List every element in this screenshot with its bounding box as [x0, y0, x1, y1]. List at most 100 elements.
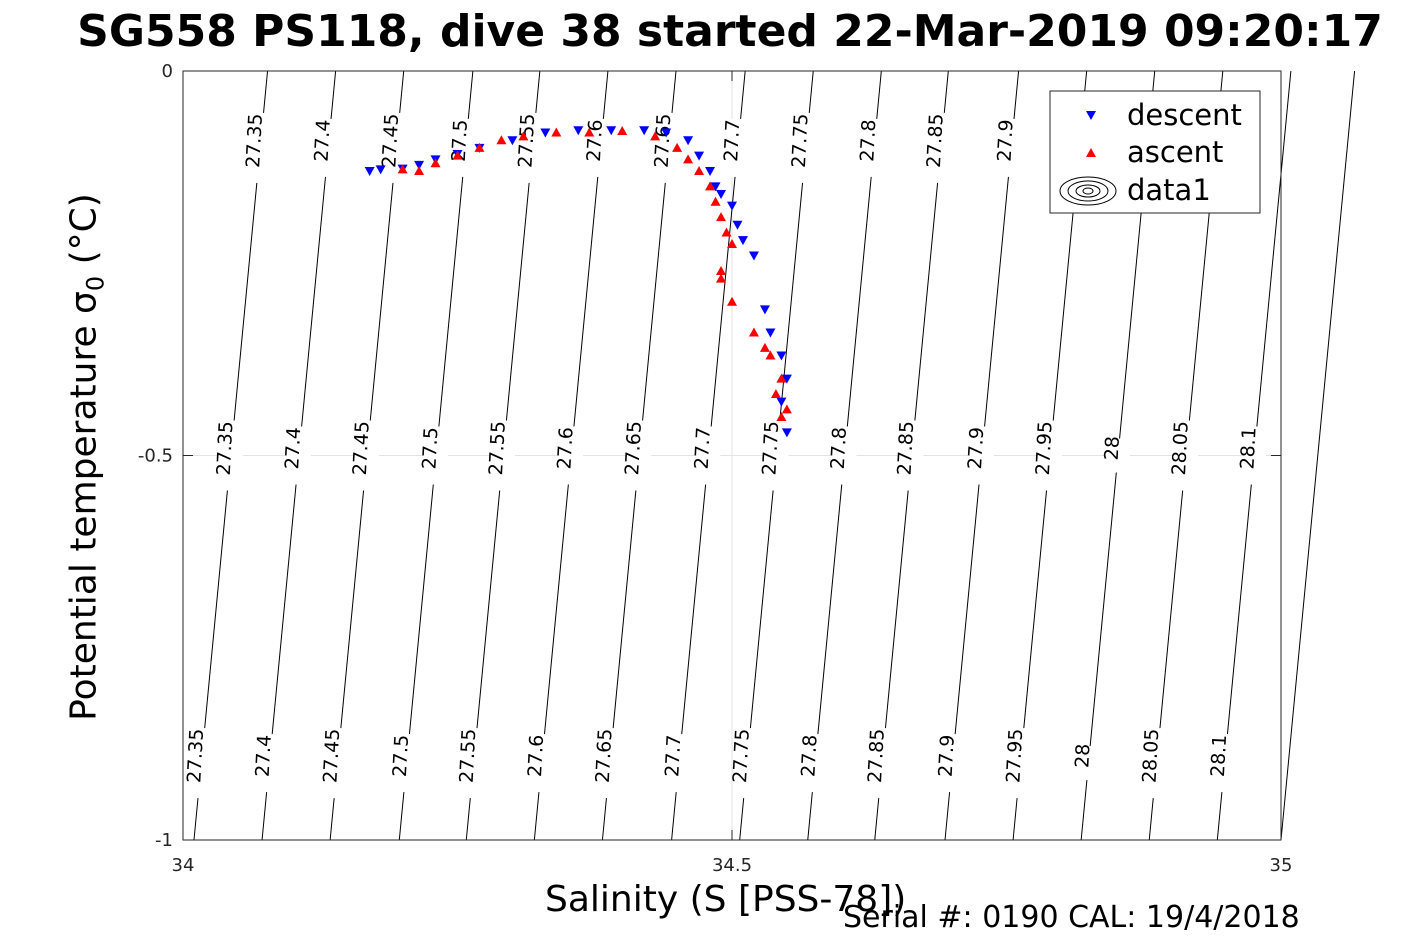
isopycnal-label-bg: [725, 118, 750, 177]
isopycnal-label: 27.95: [1002, 728, 1027, 783]
ascent-point: [759, 342, 770, 352]
isopycnal-label: 27.7: [691, 426, 715, 469]
isopycnal-label-bg: [189, 728, 214, 799]
legend-entry-ascent: ascent: [1086, 135, 1223, 169]
isopycnal-label: 27.6: [524, 734, 548, 777]
descent-point: [694, 151, 705, 161]
ascent-point: [518, 131, 529, 141]
isopycnal-label-bg: [1174, 420, 1199, 491]
isopycnal-label: 27.65: [592, 728, 617, 783]
isopycnal-label: 27.45: [319, 728, 344, 783]
ascent-point: [721, 227, 732, 237]
isopycnal-label-bg: [627, 420, 652, 491]
legend: descent ascent data1: [1049, 90, 1261, 214]
isopycnal-label-bg: [899, 420, 924, 491]
ascent-point: [496, 135, 507, 145]
isopycnal-label: 27.75: [758, 420, 783, 475]
isopycnal-label-bg: [969, 426, 994, 485]
ascent-point: [474, 142, 485, 152]
isopycnal-label-bg: [461, 728, 486, 799]
descent-point: [727, 201, 737, 211]
isopycnal-label: 27.65: [651, 113, 676, 168]
descent-point: [781, 374, 792, 384]
data-series: [364, 125, 792, 438]
axis-ticks: 34 34.5 35 0 -0.5 -1: [138, 61, 1293, 876]
isopycnal-label-bg: [529, 734, 554, 793]
isopycnal-label-bg: [424, 426, 449, 485]
isopycnal-label-bg: [1008, 728, 1033, 799]
isopycnal-label: 28.1: [1236, 426, 1260, 469]
isopycnal-label-bg: [394, 734, 419, 793]
isopycnal-label: 27.35: [183, 728, 208, 783]
isopycnal-label: 27.6: [553, 426, 577, 469]
descent-point: [710, 182, 721, 192]
ascent-point: [452, 150, 463, 160]
legend-descent-label: descent: [1127, 98, 1242, 132]
descent-point: [573, 126, 584, 136]
ascent-point: [776, 412, 787, 422]
ascent-point: [716, 265, 727, 275]
descent-point: [737, 236, 748, 246]
ascent-point: [770, 388, 781, 398]
y-axis-label-subscript: 0: [81, 275, 110, 292]
ascent-point: [727, 239, 737, 249]
x-tick-label: 35: [1270, 855, 1293, 876]
descent-point: [414, 160, 425, 170]
ascent-point: [430, 158, 441, 168]
y-tick-label: -1: [155, 830, 173, 851]
ascent-point: [716, 212, 727, 222]
isopycnal-label-bg: [999, 118, 1024, 177]
isopycnal-label-bg: [316, 118, 341, 177]
isopycnal-label-bg: [696, 426, 721, 485]
ascent-point: [551, 127, 562, 137]
descent-point: [683, 136, 694, 146]
isopycnal-label: 27.9: [994, 119, 1018, 162]
serial-cal-footer: Serial #: 0190 CAL: 19/4/2018: [843, 900, 1300, 935]
isopycnal-label: 27.85: [893, 420, 918, 475]
series-ascent: [397, 125, 792, 422]
isopycnal-label: 27.5: [389, 734, 413, 777]
isopycnal-label: 27.55: [514, 113, 539, 168]
isopycnal-label-bg: [793, 112, 818, 183]
isopycnal-label-bg: [597, 728, 622, 799]
ascent-point: [683, 154, 694, 164]
ascent-point: [672, 142, 683, 152]
x-tick-label: 34: [172, 855, 195, 876]
isopycnal-label: 27.5: [418, 426, 442, 469]
isopycnal-label-bg: [453, 118, 478, 177]
ascent-point: [650, 131, 661, 141]
isopycnal-label-bg: [248, 112, 273, 183]
ascent-point: [727, 296, 737, 306]
descent-point: [732, 220, 743, 230]
isopycnal-label-bg: [803, 734, 828, 793]
isopycnal-label-bg: [1076, 746, 1101, 781]
isopycnal-contours: 27.35 27.35 27.35 27.4 27.4 27.4 27.45 27.45 27.…: [183, 70, 1356, 841]
isopycnal-label: 27.8: [797, 734, 821, 777]
isopycnal-label: 27.75: [788, 113, 813, 168]
descent-point: [705, 166, 716, 176]
isopycnal-label: 27.35: [213, 420, 238, 475]
isopycnal-label-bg: [940, 734, 965, 793]
legend-ascent-label: ascent: [1127, 135, 1223, 169]
isopycnal-label-bg: [861, 118, 886, 177]
isopycnal-label-bg: [354, 420, 379, 491]
descent-point: [375, 165, 386, 175]
ascent-point: [617, 125, 628, 135]
isopycnal-label-bg: [520, 112, 545, 183]
descent-point: [776, 397, 787, 407]
isopycnal-label-bg: [870, 728, 895, 799]
ascent-point: [781, 404, 792, 414]
isopycnal-label-bg: [1144, 728, 1169, 799]
isopycnal-label: 27.65: [621, 420, 646, 475]
ascent-point: [705, 181, 716, 191]
descent-point: [776, 351, 787, 361]
descent-point: [765, 328, 776, 338]
isopycnal-label: 27.35: [242, 113, 267, 168]
isopycnal-label-bg: [218, 420, 243, 491]
ascent-point: [397, 164, 408, 174]
isopycnal-label: 27.85: [923, 113, 948, 168]
y-tick-label: 0: [162, 61, 173, 82]
isopycnal-label-bg: [1212, 734, 1237, 793]
isopycnal-label: 28.1: [1207, 734, 1231, 777]
